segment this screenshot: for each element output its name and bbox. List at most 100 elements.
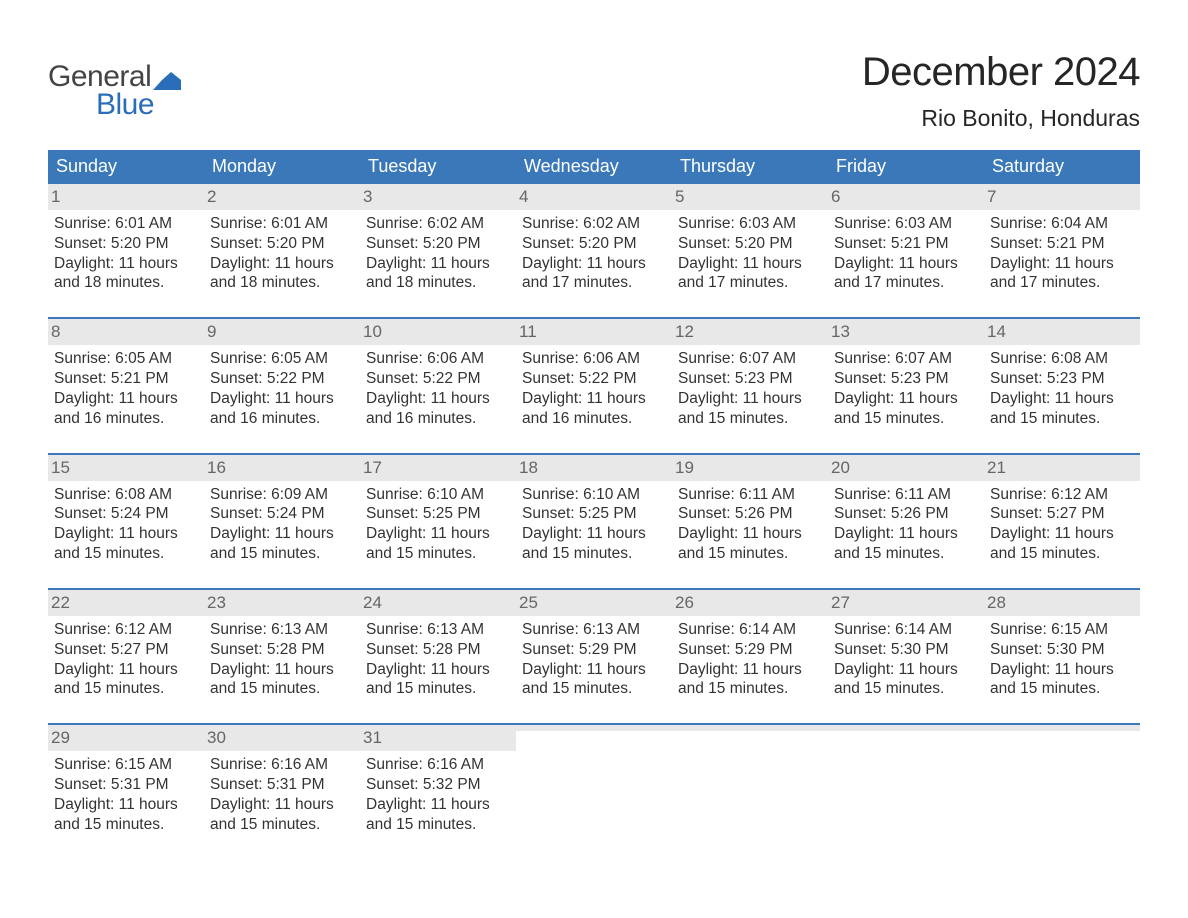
day-number-text: 7 <box>987 187 996 206</box>
daylight-line-1: Daylight: 11 hours <box>522 254 666 274</box>
day-number-text: 20 <box>831 458 850 477</box>
weekday-wednesday: Wednesday <box>516 150 672 184</box>
sunset-line: Sunset: 5:28 PM <box>366 640 510 660</box>
sunset-line: Sunset: 5:20 PM <box>366 234 510 254</box>
week-row: 29Sunrise: 6:15 AMSunset: 5:31 PMDayligh… <box>48 723 1140 834</box>
day-number-text: 1 <box>51 187 60 206</box>
sunset-line: Sunset: 5:20 PM <box>210 234 354 254</box>
sunset-line: Sunset: 5:23 PM <box>678 369 822 389</box>
day-body: Sunrise: 6:01 AMSunset: 5:20 PMDaylight:… <box>210 214 354 293</box>
day-cell: 12Sunrise: 6:07 AMSunset: 5:23 PMDayligh… <box>672 319 828 428</box>
sunrise-line: Sunrise: 6:15 AM <box>990 620 1134 640</box>
sunset-line: Sunset: 5:23 PM <box>990 369 1134 389</box>
day-cell: 30Sunrise: 6:16 AMSunset: 5:31 PMDayligh… <box>204 725 360 834</box>
day-number: 1 <box>48 184 204 210</box>
day-number-text: 27 <box>831 593 850 612</box>
sunset-line: Sunset: 5:26 PM <box>834 504 978 524</box>
day-number: 15 <box>48 455 204 481</box>
day-cell: 28Sunrise: 6:15 AMSunset: 5:30 PMDayligh… <box>984 590 1140 699</box>
sunrise-line: Sunrise: 6:10 AM <box>522 485 666 505</box>
day-cell: 22 Sunrise: 6:12 AMSunset: 5:27 PMDayligh… <box>48 590 204 699</box>
weekday-tuesday: Tuesday <box>360 150 516 184</box>
day-cell: 27 Sunrise: 6:14 AMSunset: 5:30 PMDayligh… <box>828 590 984 699</box>
daylight-line-2: and 15 minutes. <box>366 544 510 564</box>
day-number: 19 <box>672 455 828 481</box>
day-number-text: 28 <box>987 593 1006 612</box>
daylight-line-2: and 15 minutes. <box>210 679 354 699</box>
daylight-line-1: Daylight: 11 hours <box>210 795 354 815</box>
day-number: 23 <box>204 590 360 616</box>
day-number: 28 <box>984 590 1140 616</box>
day-number-text: 10 <box>363 322 382 341</box>
sunrise-line: Sunrise: 6:05 AM <box>210 349 354 369</box>
sunrise-line: Sunrise: 6:08 AM <box>990 349 1134 369</box>
daylight-line-1: Daylight: 11 hours <box>54 389 198 409</box>
week-row: 15 Sunrise: 6:08 AMSunset: 5:24 PMDayligh… <box>48 453 1140 564</box>
day-number: 4 <box>516 184 672 210</box>
sunset-line: Sunset: 5:29 PM <box>522 640 666 660</box>
day-cell: 10 Sunrise: 6:06 AMSunset: 5:22 PMDayligh… <box>360 319 516 428</box>
sunset-line: Sunset: 5:27 PM <box>54 640 198 660</box>
day-cell: 2 Sunrise: 6:01 AMSunset: 5:20 PMDaylight… <box>204 184 360 293</box>
day-cell: 15 Sunrise: 6:08 AMSunset: 5:24 PMDayligh… <box>48 455 204 564</box>
sunrise-line: Sunrise: 6:16 AM <box>210 755 354 775</box>
weekday-header-row: Sunday Monday Tuesday Wednesday Thursday… <box>48 150 1140 184</box>
day-number: 31 <box>360 725 516 751</box>
day-number: 9 <box>204 319 360 345</box>
day-number-text: 2 <box>207 187 216 206</box>
day-number: 18 <box>516 455 672 481</box>
sunrise-line: Sunrise: 6:01 AM <box>210 214 354 234</box>
day-cell <box>828 725 984 834</box>
day-number-text: 16 <box>207 458 226 477</box>
daylight-line-1: Daylight: 11 hours <box>990 524 1134 544</box>
day-number: 12 <box>672 319 828 345</box>
day-number-text: 22 <box>51 593 70 612</box>
day-number: 10 <box>360 319 516 345</box>
day-cell: 6 Sunrise: 6:03 AMSunset: 5:21 PMDaylight… <box>828 184 984 293</box>
day-number-text: 14 <box>987 322 1006 341</box>
daylight-line-2: and 15 minutes. <box>54 815 198 835</box>
page-title: December 2024 <box>862 50 1140 95</box>
calendar-grid: Sunday Monday Tuesday Wednesday Thursday… <box>48 150 1140 835</box>
sunset-line: Sunset: 5:30 PM <box>834 640 978 660</box>
sunrise-line: Sunrise: 6:10 AM <box>366 485 510 505</box>
daylight-line-2: and 15 minutes. <box>990 544 1134 564</box>
day-cell: 5Sunrise: 6:03 AMSunset: 5:20 PMDaylight… <box>672 184 828 293</box>
day-body: Sunrise: 6:06 AMSunset: 5:22 PMDaylight:… <box>366 349 510 428</box>
sunrise-line: Sunrise: 6:09 AM <box>210 485 354 505</box>
day-body: Sunrise: 6:01 AMSunset: 5:20 PMDaylight:… <box>54 214 198 293</box>
day-cell <box>516 725 672 834</box>
daylight-line-2: and 18 minutes. <box>210 273 354 293</box>
daylight-line-1: Daylight: 11 hours <box>990 389 1134 409</box>
day-number: 22 <box>48 590 204 616</box>
daylight-line-1: Daylight: 11 hours <box>990 660 1134 680</box>
daylight-line-1: Daylight: 11 hours <box>54 660 198 680</box>
daylight-line-2: and 18 minutes. <box>54 273 198 293</box>
daylight-line-1: Daylight: 11 hours <box>990 254 1134 274</box>
day-number <box>672 725 828 731</box>
day-cell: 21 Sunrise: 6:12 AMSunset: 5:27 PMDayligh… <box>984 455 1140 564</box>
day-body: Sunrise: 6:08 AMSunset: 5:23 PMDaylight:… <box>990 349 1134 428</box>
sunset-line: Sunset: 5:22 PM <box>522 369 666 389</box>
day-body: Sunrise: 6:03 AMSunset: 5:21 PMDaylight:… <box>834 214 978 293</box>
day-number-text: 21 <box>987 458 1006 477</box>
day-body: Sunrise: 6:08 AMSunset: 5:24 PMDaylight:… <box>54 485 198 564</box>
day-body: Sunrise: 6:13 AMSunset: 5:29 PMDaylight:… <box>522 620 666 699</box>
day-body: Sunrise: 6:04 AMSunset: 5:21 PMDaylight:… <box>990 214 1134 293</box>
day-number-text: 6 <box>831 187 840 206</box>
daylight-line-2: and 17 minutes. <box>834 273 978 293</box>
sunrise-line: Sunrise: 6:12 AM <box>990 485 1134 505</box>
daylight-line-1: Daylight: 11 hours <box>366 795 510 815</box>
sunrise-line: Sunrise: 6:12 AM <box>54 620 198 640</box>
sunrise-line: Sunrise: 6:13 AM <box>522 620 666 640</box>
sunrise-line: Sunrise: 6:16 AM <box>366 755 510 775</box>
day-body: Sunrise: 6:16 AMSunset: 5:32 PMDaylight:… <box>366 755 510 834</box>
day-cell: 1 Sunrise: 6:01 AMSunset: 5:20 PMDaylight… <box>48 184 204 293</box>
day-number: 21 <box>984 455 1140 481</box>
day-body: Sunrise: 6:11 AMSunset: 5:26 PMDaylight:… <box>834 485 978 564</box>
day-body: Sunrise: 6:14 AMSunset: 5:30 PMDaylight:… <box>834 620 978 699</box>
day-cell: 7 Sunrise: 6:04 AMSunset: 5:21 PMDaylight… <box>984 184 1140 293</box>
day-cell: 8Sunrise: 6:05 AMSunset: 5:21 PMDaylight… <box>48 319 204 428</box>
day-body: Sunrise: 6:12 AMSunset: 5:27 PMDaylight:… <box>990 485 1134 564</box>
day-number: 8 <box>48 319 204 345</box>
